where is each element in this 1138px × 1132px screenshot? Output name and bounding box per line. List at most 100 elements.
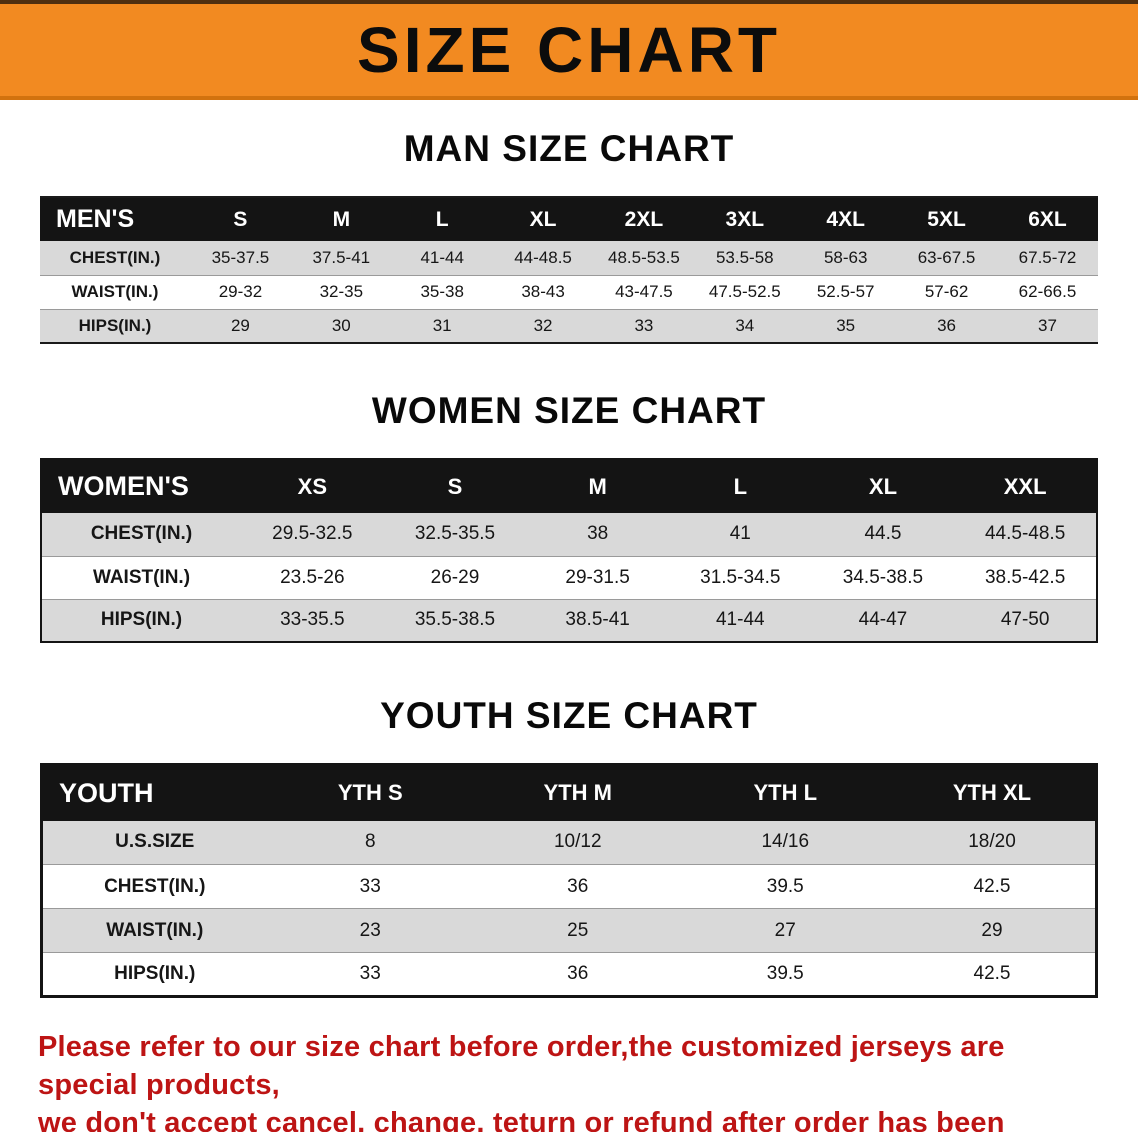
size-value-cell: 41-44 [420, 247, 464, 267]
size-column-header: XL [492, 197, 594, 241]
size-value-cell: 32-35 [319, 282, 364, 301]
size-value-cell: 35 [836, 315, 856, 335]
size-value-cell: 36 [567, 963, 589, 984]
size-value-cell: 44.5 [864, 523, 902, 545]
women-heading: WOMEN SIZE CHART [371, 390, 767, 431]
size-value-cell: 10/12 [553, 831, 602, 853]
size-value-cell: 44-48.5 [514, 247, 572, 267]
size-value-cell: 30 [331, 315, 351, 335]
table-row: CHEST(IN.) 33 36 39.5 42.5 [41, 864, 1097, 909]
header-row: MEN'S S M L XL 2XL 3XL 4XL 5XL 6XL [40, 197, 1098, 241]
table-row: U.S.SIZE 8 10/12 14/16 18/20 [41, 820, 1097, 865]
size-value-cell: 31.5-34.5 [700, 566, 781, 588]
size-column-header: L [668, 459, 812, 513]
size-value-cell: 29-31.5 [565, 566, 630, 588]
size-value-cell: 48.5-53.5 [608, 247, 680, 267]
size-column-header: 2XL [593, 197, 695, 241]
size-value-cell: 38 [587, 523, 609, 545]
size-column-header: S [190, 197, 291, 241]
size-column-header: M [290, 197, 392, 241]
row-label: WAIST(IN.) [106, 919, 204, 941]
row-label: HIPS(IN.) [100, 609, 183, 631]
size-value-cell: 38.5-42.5 [984, 566, 1066, 588]
size-value-cell: 41-44 [715, 609, 765, 631]
size-column-header: XS [241, 459, 384, 513]
size-column-header: L [391, 197, 493, 241]
size-value-cell: 35-37.5 [211, 247, 270, 267]
size-value-cell: 58-63 [823, 247, 868, 267]
size-value-cell: 25 [567, 919, 589, 941]
size-column-header: XXL [954, 459, 1097, 513]
table-row: HIPS(IN.) 33-35.5 35.5-38.5 38.5-41 41-44 44-… [41, 599, 1097, 642]
table-corner-label: MEN'S [40, 197, 190, 241]
banner: SIZE CHART [0, 0, 1138, 100]
row-label: CHEST(IN.) [90, 523, 193, 545]
disclaimer: Please refer to our size chart before or… [0, 998, 1138, 1132]
size-value-cell: 33-35.5 [280, 609, 345, 631]
row-label: WAIST(IN.) [71, 282, 159, 301]
size-column-header: M [526, 459, 669, 513]
size-column-header: YTH XL [889, 764, 1097, 821]
size-value-cell: 44-47 [858, 609, 908, 631]
row-label: CHEST(IN.) [104, 875, 206, 897]
size-value-cell: 33 [634, 315, 654, 335]
size-value-cell: 23 [359, 919, 381, 941]
disclaimer-line-2: we don't accept cancel, change, teturn o… [38, 1107, 1005, 1132]
table-row: CHEST(IN.) 29.5-32.5 32.5-35.5 38 41 44.5 44.5… [41, 513, 1097, 556]
size-value-cell: 29 [981, 919, 1003, 941]
size-value-cell: 27 [774, 919, 796, 941]
size-column-header: 5XL [896, 197, 997, 241]
size-value-cell: 36 [567, 875, 589, 897]
size-value-cell: 26-29 [430, 566, 480, 588]
size-value-cell: 47.5-52.5 [708, 282, 781, 301]
size-value-cell: 34 [735, 315, 755, 335]
header-row: YOUTH YTH S YTH M YTH L YTH XL [41, 764, 1097, 821]
size-value-cell: 18/20 [968, 831, 1016, 853]
women-section: WOMEN SIZE CHART WOMEN'S XS S M L XL XXL CHEST(… [0, 344, 1138, 643]
row-label: U.S.SIZE [115, 831, 195, 853]
women-size-table: WOMEN'S XS S M L XL XXL CHEST(IN.) 29.5-32.5 32.5… [40, 458, 1098, 643]
size-value-cell: 39.5 [766, 875, 804, 897]
size-value-cell: 37.5-41 [312, 247, 371, 267]
size-value-cell: 35.5-38.5 [414, 609, 496, 631]
size-column-header: 6XL [997, 197, 1098, 241]
size-value-cell: 37 [1038, 315, 1057, 335]
youth-size-table: YOUTH YTH S YTH M YTH L YTH XL U.S.SIZE 8 10/12… [40, 763, 1098, 998]
table-row: WAIST(IN.) 23.5-26 26-29 29-31.5 31.5-34.5 34… [41, 556, 1097, 599]
size-value-cell: 67.5-72 [1018, 247, 1077, 267]
men-heading: MAN SIZE CHART [403, 128, 735, 169]
size-column-header: S [383, 459, 527, 513]
size-value-cell: 34.5-38.5 [842, 566, 924, 588]
size-column-header: 3XL [694, 197, 796, 241]
size-value-cell: 41 [729, 523, 751, 545]
row-label: HIPS(IN.) [78, 315, 152, 335]
page-title: SIZE CHART [357, 14, 781, 86]
row-label: WAIST(IN.) [92, 566, 191, 588]
size-value-cell: 8 [364, 831, 376, 853]
size-value-cell: 44.5-48.5 [984, 523, 1066, 545]
size-value-cell: 42.5 [973, 875, 1011, 897]
youth-section: YOUTH SIZE CHART YOUTH YTH S YTH M YTH L YTH… [0, 643, 1138, 998]
size-value-cell: 63-67.5 [917, 247, 976, 267]
size-column-header: 4XL [795, 197, 897, 241]
size-column-header: XL [811, 459, 955, 513]
size-value-cell: 14/16 [761, 831, 810, 853]
size-value-cell: 29-32 [218, 282, 263, 301]
row-label: CHEST(IN.) [69, 247, 161, 267]
size-value-cell: 31 [432, 315, 452, 335]
size-column-header: YTH S [266, 764, 474, 821]
size-value-cell: 43-47.5 [615, 282, 673, 301]
size-value-cell: 29.5-32.5 [272, 523, 353, 545]
disclaimer-line-1: Please refer to our size chart before or… [38, 1031, 1005, 1101]
size-column-header: YTH M [474, 764, 682, 821]
size-value-cell: 53.5-58 [715, 247, 774, 267]
header-row: WOMEN'S XS S M L XL XXL [41, 459, 1097, 513]
men-size-table: MEN'S S M L XL 2XL 3XL 4XL 5XL 6XL CHEST(IN.) 35-37… [40, 196, 1098, 344]
size-value-cell: 32 [533, 315, 553, 335]
table-row: HIPS(IN.) 29 30 31 32 33 34 35 36 37 [40, 309, 1098, 343]
size-value-cell: 62-66.5 [1018, 282, 1077, 301]
size-value-cell: 52.5-57 [816, 282, 875, 301]
size-value-cell: 33 [359, 875, 381, 897]
size-value-cell: 33 [359, 963, 381, 984]
